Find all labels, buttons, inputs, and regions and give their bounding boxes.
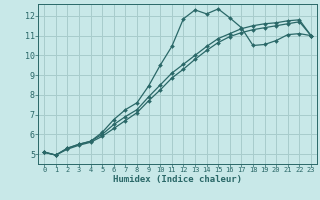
X-axis label: Humidex (Indice chaleur): Humidex (Indice chaleur) [113,175,242,184]
